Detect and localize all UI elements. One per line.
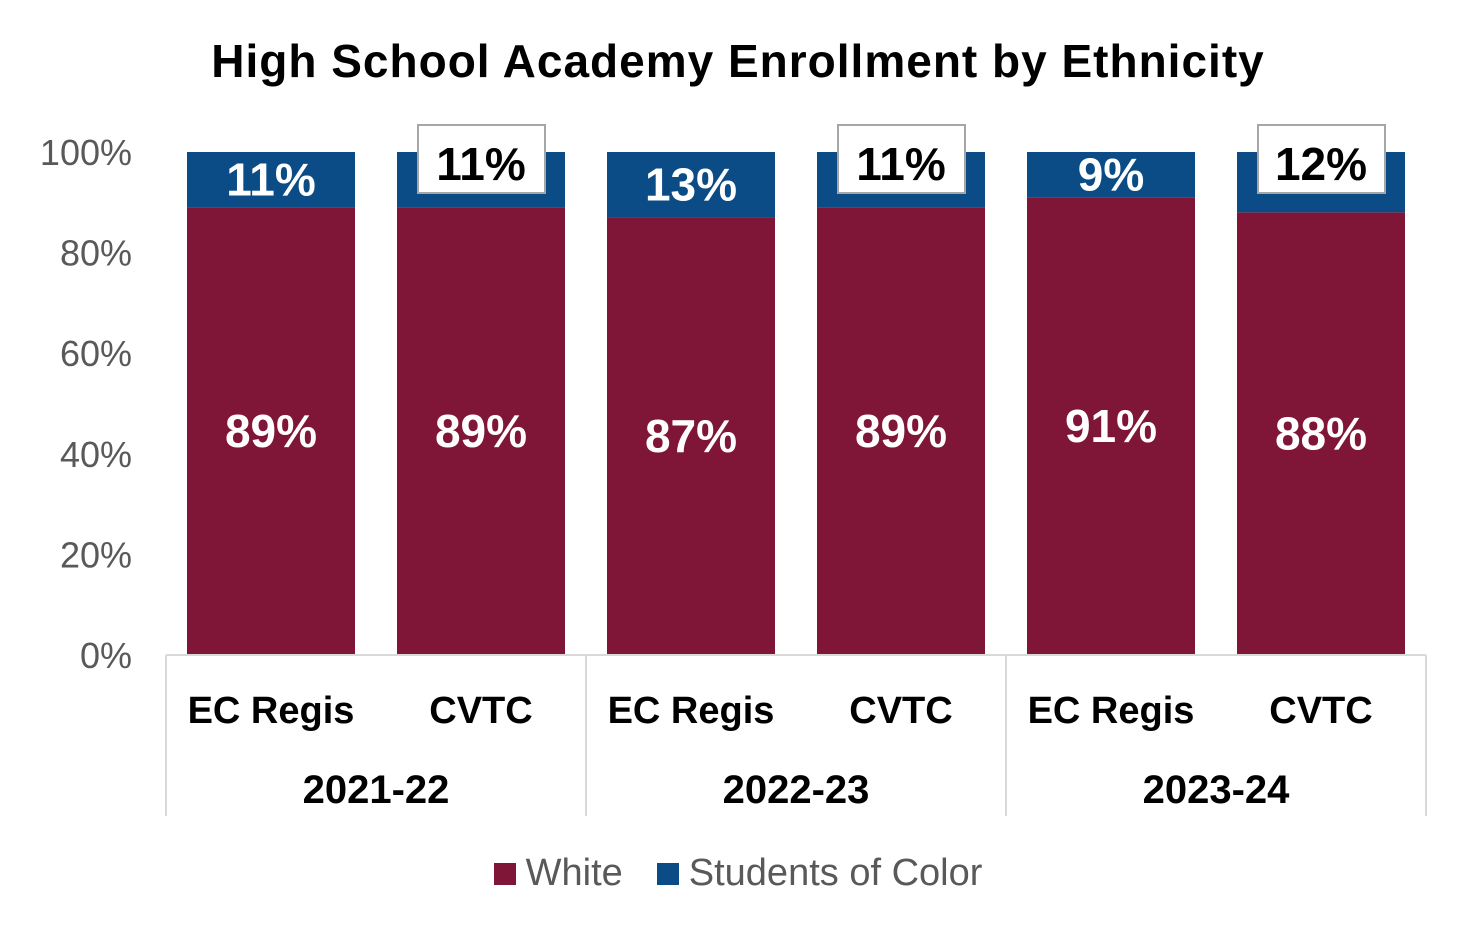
y-tick-label-40: 40% xyxy=(60,434,132,475)
legend-swatch-white xyxy=(493,862,516,885)
bar-white-4 xyxy=(817,207,985,655)
y-axis: 0% 20% 40% 60% 80% 100% xyxy=(40,132,132,676)
bar-students-of-color-1 xyxy=(187,152,355,208)
data-label-students-of-color-6: 12% xyxy=(1275,138,1367,190)
bar-white-5 xyxy=(1027,197,1195,655)
x-category-label-cvtc-6: CVTC xyxy=(1269,690,1372,732)
y-tick-label-60: 60% xyxy=(60,333,132,374)
data-label-students-of-color-1: 11% xyxy=(226,154,316,206)
data-label-white-6: 88% xyxy=(1275,408,1367,460)
x-category-label-cvtc-4: CVTC xyxy=(849,690,952,732)
x-category-label-ec-regis-5: EC Regis xyxy=(1028,690,1195,732)
chart-title: High School Academy Enrollment by Ethnic… xyxy=(211,35,1265,87)
bar-white-1 xyxy=(187,207,355,655)
legend-item-white: White xyxy=(493,852,623,895)
data-label-students-of-color-2: 11% xyxy=(436,138,526,190)
data-label-white-4: 89% xyxy=(855,405,947,457)
data-label-white-2: 89% xyxy=(435,405,527,457)
bar-students-of-color-3 xyxy=(607,152,775,218)
data-label-white-3: 87% xyxy=(645,410,737,462)
legend-item-students-of-color: Students of Color xyxy=(656,852,983,895)
x-category-label-ec-regis-3: EC Regis xyxy=(608,690,775,732)
x-group-label-2022-23: 2022-23 xyxy=(723,768,870,812)
y-tick-label-80: 80% xyxy=(60,233,132,274)
bar-white-6 xyxy=(1237,212,1405,656)
x-category-label-cvtc-2: CVTC xyxy=(429,690,532,732)
bar-white-2 xyxy=(397,207,565,655)
legend-label-white: White xyxy=(525,852,623,894)
y-tick-label-0: 0% xyxy=(80,635,132,676)
x-category-label-ec-regis-1: EC Regis xyxy=(188,690,355,732)
y-tick-label-20: 20% xyxy=(60,534,132,575)
y-tick-label-100: 100% xyxy=(40,132,132,173)
x-group-label-2021-22: 2021-22 xyxy=(303,768,450,812)
x-axis: EC Regis CVTC 2021-22 EC Regis CVTC 2022-23 EC… xyxy=(165,654,1427,816)
legend: White Students of Color xyxy=(0,852,1476,895)
data-label-white-5: 91% xyxy=(1065,400,1157,452)
legend-swatch-students-of-color xyxy=(656,862,679,885)
x-group-label-2023-24: 2023-24 xyxy=(1143,768,1291,812)
bars: 89% 11% 89% 11% 87% 13% 89% 11% 91% 9% 88% 12% xyxy=(187,124,1405,656)
data-label-box-4 xyxy=(837,124,966,194)
data-label-students-of-color-5: 9% xyxy=(1078,149,1144,201)
data-label-box-2 xyxy=(417,124,546,194)
bar-students-of-color-5 xyxy=(1027,152,1195,198)
legend-label-students-of-color: Students of Color xyxy=(688,852,983,894)
data-label-students-of-color-3: 13% xyxy=(645,159,737,211)
data-label-box-6 xyxy=(1257,124,1386,194)
data-label-students-of-color-4: 11% xyxy=(856,138,946,190)
data-label-white-1: 89% xyxy=(225,405,317,457)
bar-white-3 xyxy=(607,217,775,655)
